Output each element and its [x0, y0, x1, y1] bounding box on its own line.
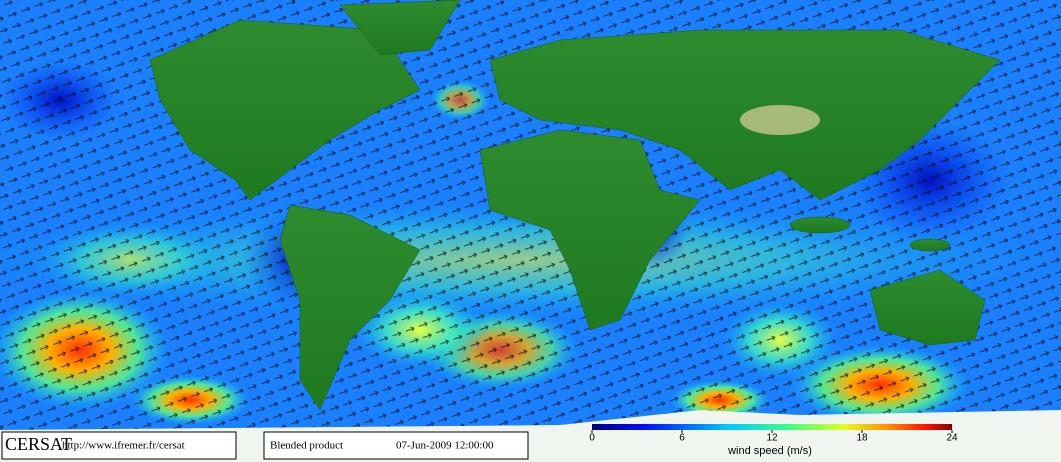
- url: http://www.ifremer.fr/cersat: [62, 440, 185, 452]
- colorbar-tick-label: 6: [679, 433, 685, 444]
- product-name: Blended product: [270, 440, 343, 452]
- colorbar-tick-label: 18: [856, 433, 868, 444]
- product-box: Blended product 07-Jun-2009 12:00:00: [263, 431, 529, 460]
- plateau: [740, 105, 820, 135]
- colorbar: [592, 424, 952, 430]
- logo: CERSAT: [5, 434, 72, 454]
- colorbar-tick-label: 24: [946, 433, 958, 444]
- continents: [149, 0, 1001, 411]
- colorbar-tick-label: 12: [766, 433, 778, 444]
- colorbar-tick-label: 0: [589, 433, 595, 444]
- logo-box: CERSAT http://www.ifremer.fr/cersat: [1, 431, 237, 460]
- colorbar-label: wind speed (m/s): [727, 445, 812, 457]
- product-date: 07-Jun-2009 12:00:00: [396, 440, 494, 452]
